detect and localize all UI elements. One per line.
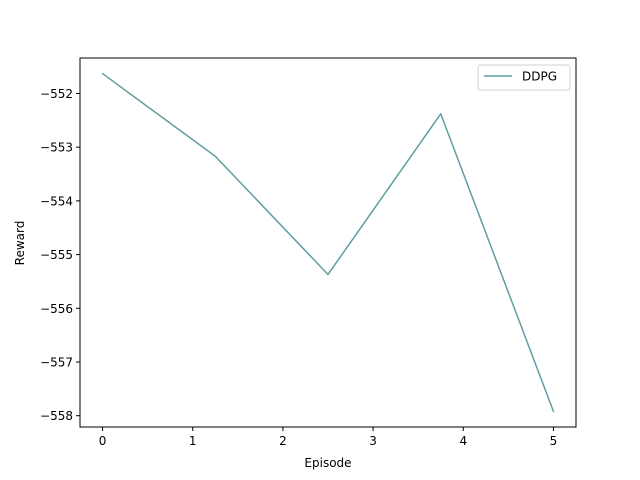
y-axis-label: Reward (13, 221, 27, 266)
x-tick-label: 3 (369, 434, 377, 448)
x-tick-label: 1 (189, 434, 197, 448)
series-layer (101, 72, 555, 413)
y-tick-label: −555 (40, 248, 73, 262)
x-tick-label: 0 (99, 434, 107, 448)
y-axis-ticks: −552 −553 −554 −555 −556 −557 −558 (40, 87, 80, 423)
x-axis-label: Episode (304, 456, 351, 470)
x-axis-ticks: 0 1 2 3 4 5 (99, 427, 558, 448)
plot-frame (79, 57, 577, 428)
legend-box (477, 64, 571, 91)
x-tick-label: 5 (550, 434, 558, 448)
y-tick-label: −554 (40, 194, 73, 208)
legend-label-ddpg: DDPG (522, 70, 557, 84)
x-tick-label: 4 (459, 434, 467, 448)
y-tick-label: −552 (40, 87, 73, 101)
x-tick-label: 2 (279, 434, 287, 448)
y-tick-label: −558 (40, 409, 73, 423)
series-line-ddpg (101, 72, 555, 413)
legend: DDPG (477, 64, 571, 91)
y-tick-label: −556 (40, 302, 73, 316)
y-tick-label: −553 (40, 141, 73, 155)
plot-area (80, 58, 576, 427)
y-tick-label: −557 (40, 356, 73, 370)
